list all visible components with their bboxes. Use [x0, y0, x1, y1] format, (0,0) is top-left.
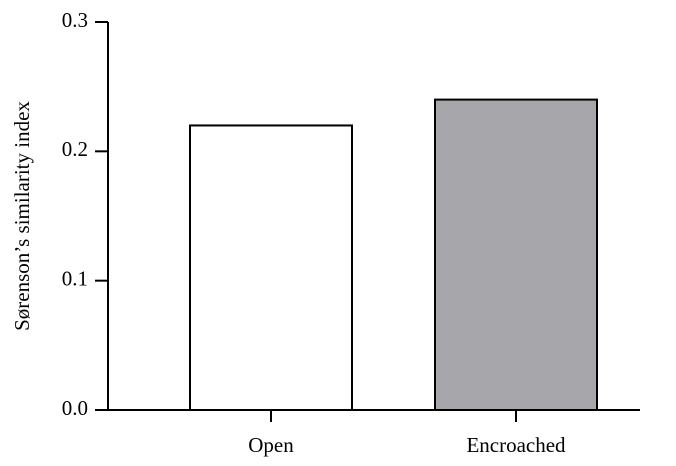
x-tick-label: Open	[248, 433, 294, 457]
y-axis-label: Sørenson’s similarity index	[10, 101, 34, 331]
x-tick-label: Encroached	[466, 433, 566, 457]
bar	[434, 98, 598, 411]
bar	[189, 124, 353, 411]
y-tick-label: 0.0	[62, 396, 88, 420]
y-tick-label: 0.2	[62, 137, 88, 161]
y-tick-label: 0.1	[62, 266, 88, 290]
y-tick-label: 0.3	[62, 8, 88, 32]
